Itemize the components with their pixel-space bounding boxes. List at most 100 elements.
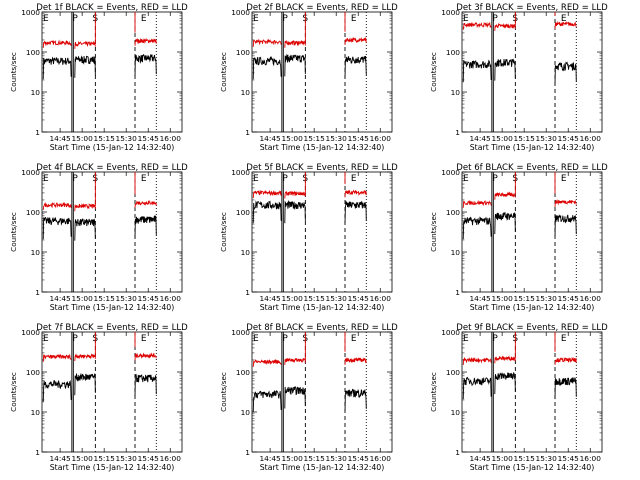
marker-letter: E: [43, 174, 49, 184]
panel-title: Det 2f BLACK = Events, RED = LLD: [246, 3, 398, 13]
x-tick-label: 15:30: [116, 294, 138, 303]
x-tick-label: 15:45: [348, 294, 370, 303]
events-series-line: [284, 53, 306, 77]
marker-letter: E: [43, 334, 49, 344]
plot-frame: [41, 171, 183, 293]
lld-series-line: [74, 40, 96, 49]
lld-spike-line: [514, 12, 556, 26]
y-tick-label: 100: [236, 208, 250, 217]
events-series-line: [462, 376, 492, 400]
x-tick-label: 15:15: [304, 134, 326, 143]
lld-series-line: [284, 190, 306, 199]
x-axis-label: Start Time (15-Jan-12 14:32:40): [470, 463, 595, 472]
marker-letter: P: [72, 334, 78, 344]
events-series-line: [252, 200, 282, 224]
y-tick-label: 1000: [21, 8, 40, 17]
lld-series-line: [494, 355, 516, 364]
lld-series-line: [462, 356, 492, 365]
x-tick-label: 16:00: [370, 454, 392, 463]
x-tick-label: 15:45: [138, 454, 160, 463]
y-axis-label: Counts/sec: [429, 52, 438, 92]
lld-series-line: [344, 36, 367, 45]
panel-title: Det 6f BLACK = Events, RED = LLD: [456, 163, 608, 173]
x-tick-label: 15:45: [558, 134, 580, 143]
events-series-line: [284, 199, 306, 224]
y-tick-label: 10: [241, 248, 251, 257]
panel-title: Det 9f BLACK = Events, RED = LLD: [456, 323, 608, 333]
y-tick-label: 100: [446, 368, 460, 377]
x-axis-label: Start Time (15-Jan-12 14:32:40): [260, 303, 385, 312]
x-tick-label: 16:00: [370, 294, 392, 303]
x-tick-label: 16:00: [160, 134, 182, 143]
y-tick-label: 1000: [441, 168, 460, 177]
y-tick-label: 1: [245, 128, 250, 137]
marker-letter: E: [141, 14, 147, 24]
y-axis-label: Counts/sec: [9, 372, 18, 412]
lld-series-line: [554, 356, 577, 365]
x-tick-label: 15:30: [536, 454, 558, 463]
y-tick-label: 1000: [21, 168, 40, 177]
y-tick-label: 1000: [441, 8, 460, 17]
x-tick-label: 14:45: [259, 134, 281, 143]
marker-letter: E: [43, 14, 49, 24]
x-tick-label: 15:45: [348, 134, 370, 143]
x-tick-label: 14:45: [469, 134, 491, 143]
lld-spike-line: [304, 332, 346, 360]
marker-letter: E: [253, 174, 259, 184]
lld-spike-line: [94, 12, 136, 44]
x-axis-label: Start Time (15-Jan-12 14:32:40): [260, 463, 385, 472]
y-tick-label: 1: [35, 448, 40, 457]
marker-letter: E: [561, 174, 567, 184]
y-axis-label: Counts/sec: [219, 52, 228, 92]
lld-spike-line: [94, 332, 136, 357]
x-tick-label: 16:00: [580, 454, 602, 463]
x-tick-label: 15:30: [116, 134, 138, 143]
x-tick-label: 15:15: [514, 134, 536, 143]
plot-frame: [41, 11, 183, 133]
lld-series-line: [252, 189, 282, 198]
lld-series-line: [344, 356, 367, 365]
events-series-line: [42, 56, 72, 80]
plot-frame: [461, 331, 603, 453]
x-tick-label: 15:45: [138, 294, 160, 303]
marker-letter: E: [463, 174, 469, 184]
x-tick-label: 14:45: [49, 294, 71, 303]
panel-title: Det 8f BLACK = Events, RED = LLD: [246, 323, 398, 333]
events-series-line: [344, 55, 367, 78]
lld-series-line: [134, 200, 157, 208]
y-axis-label: Counts/sec: [9, 52, 18, 92]
x-tick-label: 16:00: [370, 134, 392, 143]
lld-spike-line: [94, 172, 136, 207]
lld-series-line: [134, 37, 157, 46]
y-tick-label: 10: [451, 408, 461, 417]
panel-det-8: Det 8f BLACK = Events, RED = LLD 1 10 100 10…: [219, 323, 398, 472]
marker-letter: E: [351, 334, 357, 344]
x-tick-label: 15:00: [491, 294, 513, 303]
lld-series-line: [42, 39, 72, 48]
events-series-line: [344, 388, 367, 412]
panel-det-6: Det 6f BLACK = Events, RED = LLD 1 10 100 10…: [429, 163, 608, 312]
y-tick-label: 10: [451, 248, 461, 257]
marker-letter: P: [72, 174, 78, 184]
lld-series-line: [494, 191, 516, 200]
x-tick-label: 15:15: [94, 454, 116, 463]
x-tick-label: 15:00: [71, 294, 93, 303]
x-tick-label: 15:30: [116, 454, 138, 463]
lld-series-line: [494, 22, 516, 31]
events-series-line: [344, 200, 367, 224]
x-tick-label: 14:45: [469, 294, 491, 303]
x-tick-label: 16:00: [580, 134, 602, 143]
x-tick-label: 14:45: [469, 454, 491, 463]
x-tick-label: 15:15: [514, 294, 536, 303]
events-series-line: [42, 216, 72, 240]
y-tick-label: 1: [455, 448, 460, 457]
lld-spike-line: [304, 12, 346, 43]
x-tick-label: 15:00: [491, 454, 513, 463]
y-axis-label: Counts/sec: [219, 212, 228, 252]
lld-series-line: [284, 39, 306, 48]
y-axis-label: Counts/sec: [429, 372, 438, 412]
panel-title: Det 3f BLACK = Events, RED = LLD: [456, 3, 608, 13]
y-tick-label: 1: [35, 288, 40, 297]
marker-letter: E: [561, 334, 567, 344]
marker-letter: E: [253, 334, 259, 344]
